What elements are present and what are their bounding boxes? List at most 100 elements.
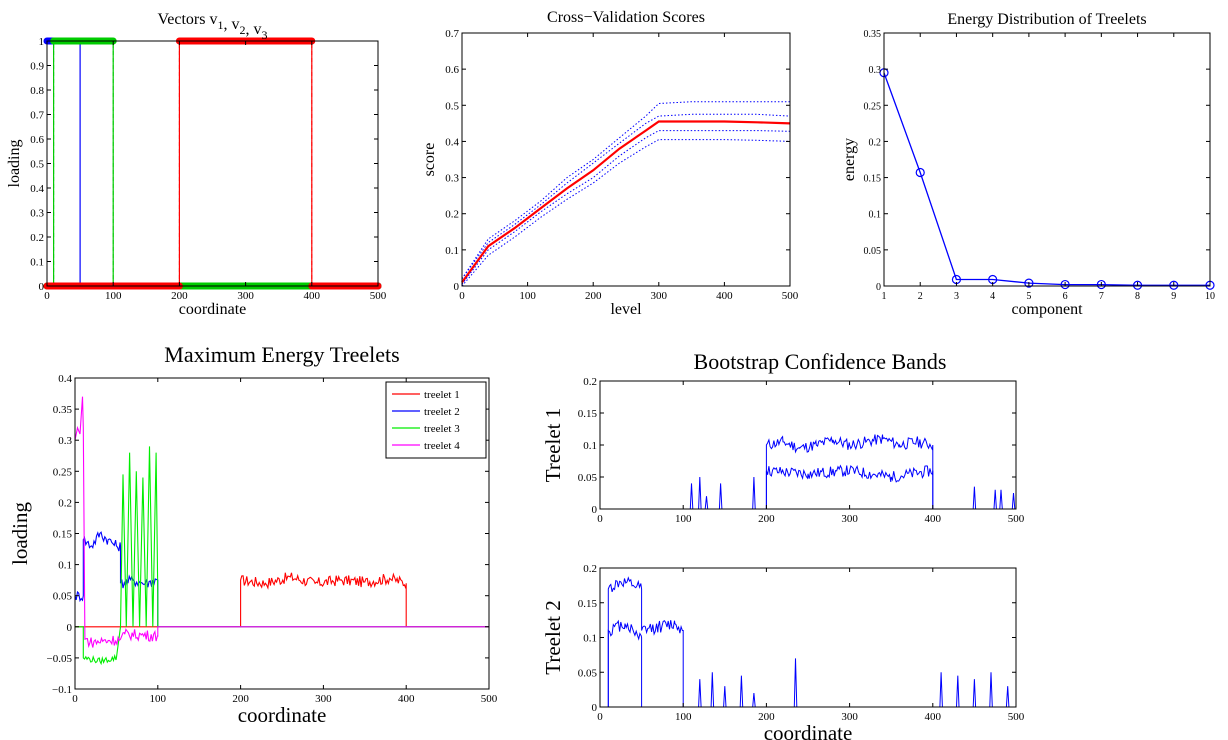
y-tick-label: 0.25 [53, 466, 73, 478]
x-tick-label: 8 [1135, 291, 1140, 302]
energy-point [1060, 279, 1070, 290]
y-tick-label: 0.6 [445, 64, 459, 76]
energy-point [1132, 280, 1143, 290]
x-tick-label: 500 [1008, 711, 1025, 723]
y-tick-label: 0.3 [445, 173, 459, 185]
treelet-line [74, 396, 489, 649]
band-spike [793, 658, 798, 708]
x-tick-label: 400 [925, 513, 942, 525]
chart-bootstrap-treelet-1: 0 100 200 300 400 500 0 0.05 0.1 0.15 0.2 Bootstrap… [541, 349, 1025, 525]
band-line [600, 434, 1016, 510]
y-tick-label: 0.05 [578, 667, 598, 679]
x-tick-label: 0 [72, 693, 78, 705]
x-tick-label: 300 [841, 711, 858, 723]
plot-frame-2 [883, 32, 1211, 287]
x-tick-label: 500 [782, 290, 799, 302]
y-tick-label: 0.7 [445, 28, 459, 40]
y-tick-label: 0.2 [583, 376, 597, 388]
treelet-line [74, 531, 489, 628]
y-tick-label: 0.25 [864, 101, 882, 112]
x-tick-label: 0 [459, 290, 465, 302]
energy-point [915, 167, 925, 178]
band-line [600, 576, 1016, 708]
y-tick-label: 0.2 [583, 563, 597, 575]
y-tick-label: 0.15 [578, 408, 598, 420]
band-spike [689, 483, 694, 510]
band-spike [989, 672, 993, 708]
y-tick-label: 0.1 [583, 633, 597, 645]
band-spike [704, 496, 709, 510]
y-tick-label: 0.1 [58, 560, 72, 572]
energy-point [1024, 278, 1034, 288]
y-tick-label: 0.2 [445, 209, 459, 221]
y-tick-label: 0.1 [30, 257, 44, 269]
y-tick-label: 0.5 [30, 159, 44, 171]
energy-point [1169, 280, 1179, 290]
x-tick-label: 200 [758, 711, 775, 723]
treelet-line [75, 572, 489, 628]
y-axis-label: score [421, 143, 438, 177]
x-axis-label: coordinate [238, 703, 327, 727]
x-tick-label: 200 [232, 693, 249, 705]
y-tick-label: 0.9 [30, 61, 44, 73]
band-line [600, 619, 1016, 708]
y-tick-label: 0.4 [445, 136, 459, 148]
y-tick-label: 0.35 [864, 29, 882, 40]
band-spike [939, 672, 943, 708]
y-axis-label: loading [6, 140, 23, 188]
chart-energy-distribution: 1 2 3 4 5 6 7 8 9 10 0 0.05 0.1 0.15 0.2 0.25 0.3 0.35 Ene… [841, 11, 1215, 318]
y-tick-label: 0.35 [53, 404, 73, 416]
y-tick-label: 1 [39, 36, 45, 48]
band-spike [739, 675, 744, 708]
cv-band-line [461, 101, 790, 280]
chart-max-energy-treelets: 0 100 200 300 400 500 −0.1 −0.05 0 0.05 0.1 0.15 0.2… [8, 342, 498, 727]
energy-line [883, 72, 1210, 286]
x-tick-label: 6 [1063, 291, 1068, 302]
x-tick-label: 300 [651, 290, 668, 302]
y-tick-label: 0.4 [30, 183, 44, 195]
x-tick-label: 10 [1205, 291, 1215, 302]
x-tick-label: 7 [1099, 291, 1104, 302]
x-tick-label: 300 [315, 693, 332, 705]
x-tick-label: 500 [1008, 513, 1025, 525]
chart-title: Bootstrap Confidence Bands [694, 349, 947, 374]
x-tick-label: 0 [597, 711, 603, 723]
y-tick-label: 0 [39, 281, 45, 293]
y-tick-label: 0.3 [30, 208, 44, 220]
y-tick-label: 0 [67, 622, 73, 634]
y-tick-label: 0 [454, 281, 460, 293]
y-tick-label: 0.1 [445, 245, 459, 257]
legend-label: treelet 3 [424, 423, 460, 435]
x-tick-label: 100 [675, 513, 692, 525]
y-tick-label: 0 [876, 282, 881, 293]
y-tick-label: 0.2 [30, 232, 44, 244]
x-tick-label: 4 [990, 291, 995, 302]
chart-title: Cross−Validation Scores [547, 9, 705, 26]
x-tick-label: 3 [954, 291, 959, 302]
legend-label: treelet 1 [424, 389, 460, 401]
band-spike [718, 483, 723, 510]
x-tick-label: 100 [675, 711, 692, 723]
chart-bootstrap-treelet-2: 0 100 200 300 400 500 0 0.05 0.1 0.15 0.2 coordinat… [541, 563, 1025, 740]
y-tick-label: 0.6 [30, 134, 44, 146]
chart-title: Energy Distribution of Treelets [947, 11, 1146, 28]
x-tick-label: 400 [925, 711, 942, 723]
y-tick-label: −0.1 [52, 684, 72, 696]
y-tick-label: 0.15 [53, 529, 73, 541]
subplot-y-label: Treelet 2 [541, 600, 565, 674]
chart-title: Vectors v1, v2, v3 [158, 11, 268, 42]
x-tick-label: 1 [882, 291, 887, 302]
y-tick-label: 0.15 [578, 598, 598, 610]
x-tick-label: 400 [398, 693, 415, 705]
band-spike [1005, 686, 1010, 708]
x-tick-label: 200 [585, 290, 602, 302]
legend-label: treelet 4 [424, 440, 460, 452]
x-tick-label: 500 [370, 290, 387, 302]
x-tick-label: 300 [237, 290, 254, 302]
band-spike [752, 476, 756, 510]
x-tick-label: 9 [1171, 291, 1176, 302]
y-tick-label: 0.2 [58, 497, 72, 509]
x-tick-label: 100 [150, 693, 167, 705]
band-spike [999, 489, 1003, 510]
x-axis-label: component [1011, 301, 1083, 318]
